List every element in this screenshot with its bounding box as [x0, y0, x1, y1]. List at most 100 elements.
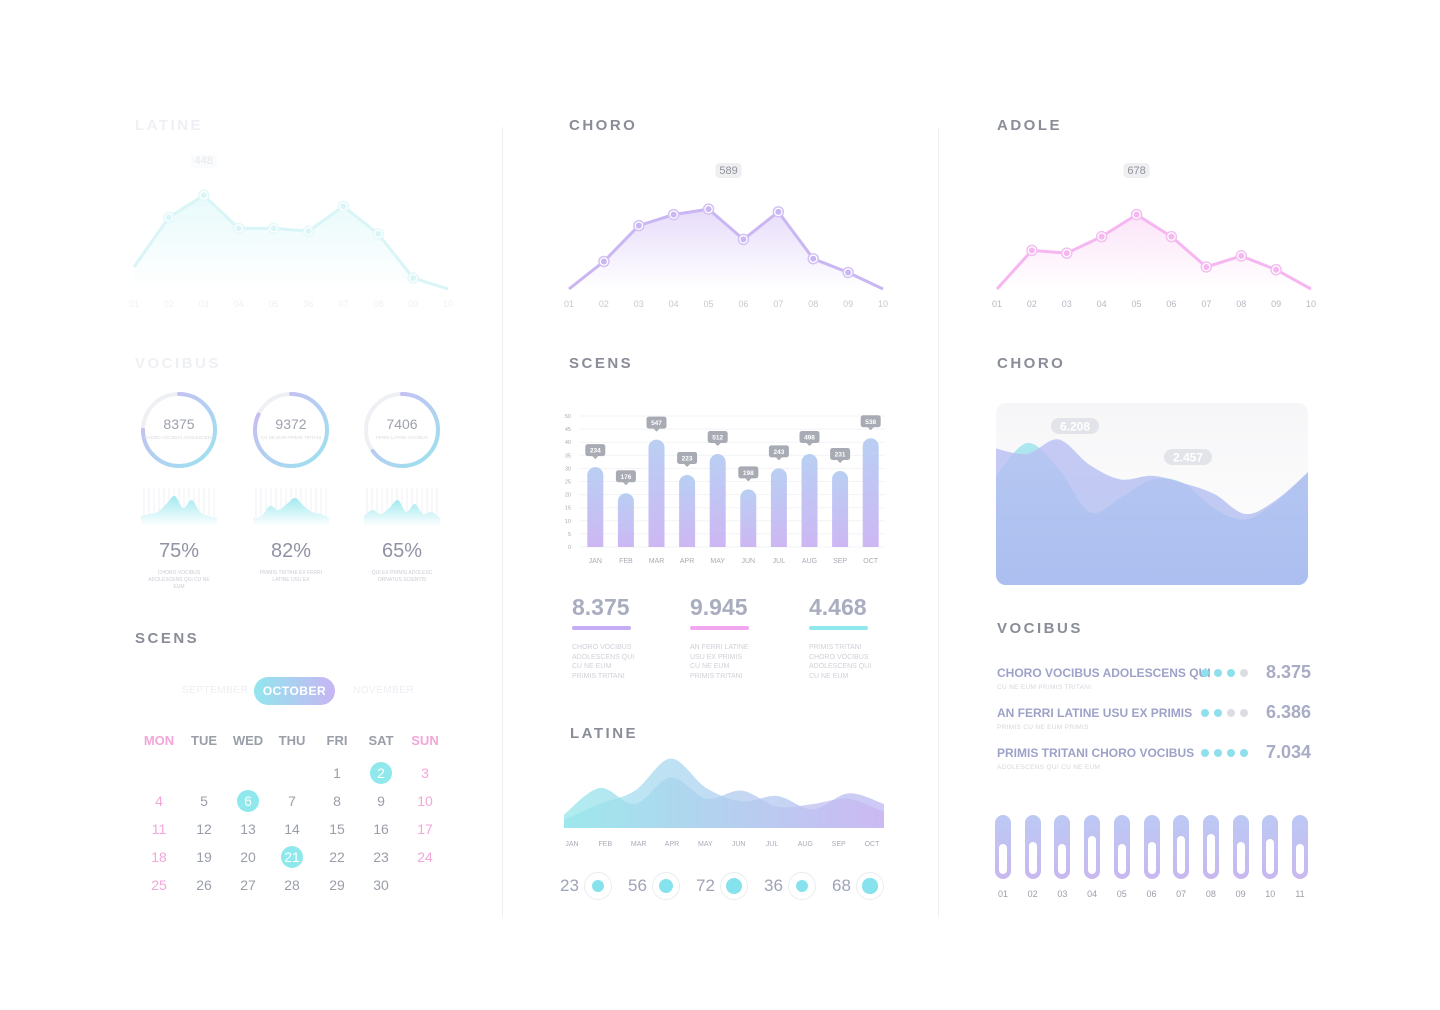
calendar-day[interactable]: 5 [200, 793, 208, 809]
bar-label-box [830, 448, 851, 461]
bar-label-box [860, 415, 881, 428]
callout-label: 678 [1127, 165, 1145, 177]
data-point [670, 211, 677, 218]
weekday-header: TUE [191, 733, 217, 748]
x-tick-label: 03 [634, 299, 644, 309]
series-line [568, 207, 884, 291]
month-option[interactable]: NOVEMBER [353, 685, 415, 696]
gauge-caption: CHORO VOCIBUS ADOLESCENS [144, 435, 214, 440]
calendar-day[interactable]: 3 [421, 765, 429, 781]
y-tick-label: 0 [568, 545, 571, 551]
calendar-day[interactable]: 28 [284, 877, 300, 893]
stat-underline [809, 626, 868, 630]
bar-label-box [646, 416, 667, 429]
knob-dial[interactable] [856, 872, 884, 900]
calendar-day[interactable]: 25 [151, 877, 167, 893]
calendar-day[interactable]: 6 [233, 790, 263, 812]
calendar-day[interactable]: 21 [277, 846, 307, 868]
gauge-fill [364, 392, 440, 468]
knob-dial[interactable] [788, 872, 816, 900]
calendar-day[interactable]: 24 [417, 849, 433, 865]
calendar-day[interactable]: 1 [333, 765, 341, 781]
x-tick-label: MAY [710, 558, 725, 565]
mini-wave-area [364, 499, 440, 526]
mini-wave [253, 488, 329, 526]
cylinder-label: 11 [1295, 889, 1305, 899]
x-tick-label: JUN [732, 841, 746, 848]
area-label-pill [1164, 449, 1212, 465]
vocibus-row-sub: PRIMIS CU NE EUM PRIMIS [997, 724, 1089, 731]
stat-caption: AN FERRI LATINE USU EX PRIMIS CU NE EUM PRI… [690, 644, 749, 680]
knob-dial[interactable] [720, 872, 748, 900]
bar-label-box [615, 470, 636, 483]
bar-label-pointer [653, 428, 660, 432]
calendar-day[interactable]: 26 [196, 877, 212, 893]
mini-wave [141, 488, 217, 526]
y-tick-label: 10 [565, 519, 571, 525]
adole-line-chart: 01 02 03 04 05 06 07 08 09 10 678 [992, 163, 1316, 309]
month-option[interactable]: SEPTEMBER [182, 685, 249, 696]
data-point [1028, 247, 1035, 254]
mini-wave-area [253, 497, 329, 526]
knob-value: 72 [696, 876, 715, 895]
gauge-value: 9372 [275, 416, 306, 432]
calendar-day[interactable]: 17 [417, 821, 433, 837]
area-value-label: 6.208 [1060, 420, 1090, 434]
calendar-day[interactable]: 4 [155, 793, 163, 809]
x-tick-label: JUL [766, 841, 779, 848]
data-point [600, 258, 607, 265]
bar-data-label: 547 [651, 420, 662, 427]
calendar-day[interactable]: 11 [151, 821, 167, 837]
rating-dot [1240, 669, 1248, 677]
bar [832, 471, 849, 547]
calendar-day[interactable]: 27 [240, 877, 256, 893]
x-tick-label: 10 [878, 299, 888, 309]
area-label-pill [1051, 418, 1099, 434]
weekday-header: SAT [368, 733, 394, 748]
knob-indicator [795, 879, 809, 893]
knob-dial[interactable] [584, 872, 612, 900]
month-selected[interactable]: OCTOBER [254, 677, 335, 705]
calendar-day[interactable]: 10 [417, 793, 433, 809]
calendar-day[interactable]: 15 [329, 821, 345, 837]
cylinder-label: 05 [1116, 889, 1127, 899]
calendar-day[interactable]: 2 [366, 762, 396, 784]
stat-value: 4.468 [809, 594, 867, 620]
calendar-day[interactable]: 9 [377, 793, 385, 809]
choro-area-title: CHORO [997, 355, 1066, 372]
x-tick-label: SEP [833, 558, 847, 565]
calendar-day[interactable]: 8 [333, 793, 341, 809]
knob-dial[interactable] [652, 872, 680, 900]
weekday-header: SUN [411, 733, 439, 748]
calendar-day[interactable]: 19 [196, 849, 212, 865]
gauge-percent-caption: PRIMIS TRITANI EX FERRI LATINE USU EX [259, 570, 323, 583]
cylinder-level [1177, 836, 1186, 874]
cylinder-level [1028, 841, 1037, 874]
calendar-day[interactable]: 7 [288, 793, 296, 809]
calendar-day[interactable]: 12 [196, 821, 212, 837]
bar-label-pointer [745, 478, 752, 482]
calendar-day[interactable]: 14 [284, 821, 300, 837]
x-tick-label: FEB [599, 841, 613, 848]
bar-data-label: 176 [620, 474, 631, 481]
calendar-day[interactable]: 16 [373, 821, 389, 837]
gauge-value: 8375 [163, 416, 194, 432]
data-point [635, 222, 642, 229]
calendar-day[interactable]: 22 [329, 849, 345, 865]
calendar-day[interactable]: 30 [373, 877, 389, 893]
scens-bar-chart: 0 5 10 15 20 25 30 35 40 45 50 234 JAN 176 FEB 547 MAR 22… [565, 414, 885, 565]
calendar-day[interactable]: 20 [240, 849, 256, 865]
x-tick-label: 08 [373, 299, 383, 309]
knob-indicator [726, 878, 742, 894]
calendar-day[interactable]: 18 [151, 849, 167, 865]
calendar-day[interactable]: 29 [329, 877, 345, 893]
cylinder-level [1236, 841, 1245, 874]
bar-label-pointer [592, 456, 599, 460]
data-point [1098, 233, 1105, 240]
calendar-day[interactable]: 23 [373, 849, 389, 865]
bar-label-box [799, 430, 820, 443]
calendar-day[interactable]: 13 [240, 821, 256, 837]
bar-label-pointer [867, 427, 874, 431]
choro-line-chart: 01 02 03 04 05 06 07 08 09 10 589 [564, 163, 888, 309]
data-point [775, 208, 782, 215]
